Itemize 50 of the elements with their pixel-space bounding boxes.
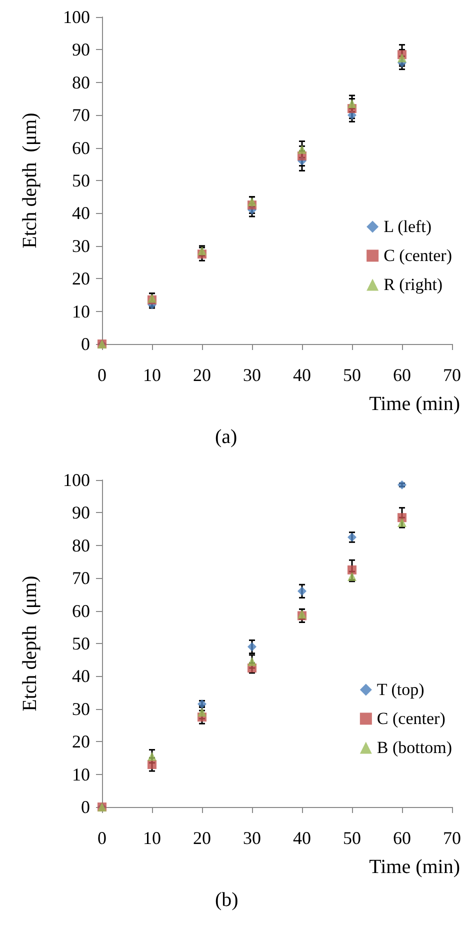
y-tick-label: 90 bbox=[72, 502, 90, 523]
x-tick-label: 70 bbox=[443, 828, 461, 848]
legend-label: L (left) bbox=[384, 217, 432, 236]
y-tick-label: 80 bbox=[72, 535, 90, 556]
x-axis-title: Time (min) bbox=[369, 393, 460, 415]
y-tick-label: 70 bbox=[72, 568, 90, 588]
x-tick-label: 50 bbox=[343, 828, 361, 848]
y-tick-label: 70 bbox=[72, 105, 90, 126]
y-axis-title: Etch depth (μm) bbox=[19, 576, 41, 712]
y-tick-label: 60 bbox=[72, 138, 90, 158]
legend-label: C (center) bbox=[376, 709, 446, 728]
x-tick-label: 40 bbox=[293, 828, 311, 848]
x-tick-label: 60 bbox=[393, 365, 411, 385]
y-tick-label: 50 bbox=[72, 170, 90, 190]
x-tick-label: 60 bbox=[393, 828, 411, 848]
y-tick-label: 10 bbox=[72, 764, 90, 784]
y-tick-label: 0 bbox=[81, 797, 90, 817]
y-tick-label: 50 bbox=[72, 634, 90, 654]
legend-label: B (bottom) bbox=[376, 738, 452, 758]
y-tick-label: 90 bbox=[72, 40, 90, 60]
y-tick-label: 40 bbox=[72, 666, 90, 686]
x-tick-label: 30 bbox=[243, 828, 261, 848]
y-axis-title: Etch depth (μm) bbox=[19, 112, 41, 248]
x-tick-label: 20 bbox=[193, 365, 211, 385]
y-tick-label: 100 bbox=[63, 7, 90, 27]
x-tick-label: 30 bbox=[243, 365, 261, 385]
x-axis-title: Time (min) bbox=[369, 856, 460, 878]
x-tick-label: 0 bbox=[98, 365, 106, 385]
y-tick-label: 10 bbox=[72, 301, 90, 322]
text: (b) bbox=[215, 889, 238, 911]
x-tick-label: 20 bbox=[193, 828, 211, 848]
x-tick-label: 0 bbox=[98, 828, 106, 848]
y-tick-label: 30 bbox=[72, 698, 90, 719]
y-tick-label: 100 bbox=[63, 470, 90, 490]
x-tick-label: 50 bbox=[343, 365, 361, 385]
text: (a) bbox=[215, 426, 238, 448]
y-tick-label: 30 bbox=[72, 236, 90, 256]
y-tick-label: 80 bbox=[72, 72, 90, 92]
x-tick-label: 10 bbox=[143, 365, 161, 385]
legend-label: R (right) bbox=[384, 275, 443, 294]
x-tick-label: 70 bbox=[443, 365, 461, 385]
x-tick-label: 10 bbox=[143, 828, 161, 848]
y-tick-label: 20 bbox=[72, 268, 90, 289]
y-tick-label: 0 bbox=[81, 334, 90, 354]
y-tick-label: 60 bbox=[72, 600, 90, 621]
legend-label: C (center) bbox=[384, 246, 452, 266]
x-tick-label: 40 bbox=[293, 365, 311, 385]
legend-label: T (top) bbox=[376, 680, 424, 700]
y-tick-label: 20 bbox=[72, 732, 90, 752]
y-tick-label: 40 bbox=[72, 203, 90, 224]
